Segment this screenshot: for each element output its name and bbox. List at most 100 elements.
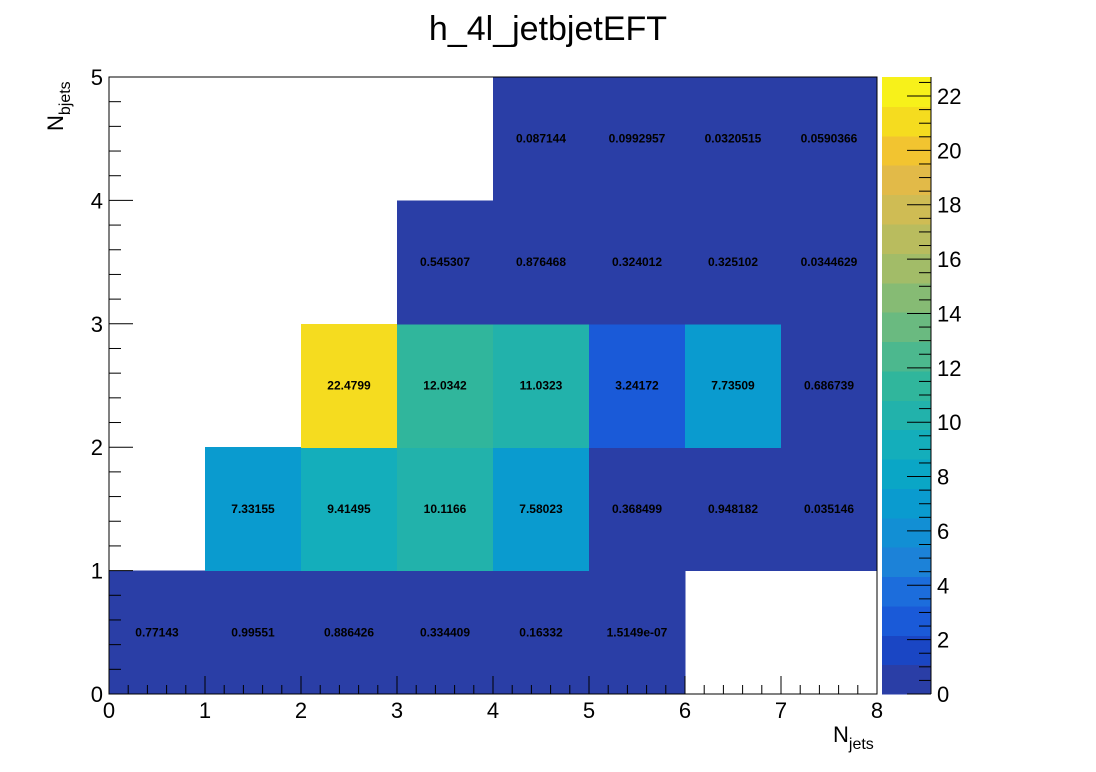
heatmap-cell	[301, 323, 398, 448]
x-tick-label: 3	[391, 698, 403, 723]
x-tick-label: 2	[295, 698, 307, 723]
heatmap-cell	[589, 447, 686, 572]
x-tick-label: 7	[775, 698, 787, 723]
color-scale-band	[882, 341, 931, 372]
color-scale-band	[882, 165, 931, 196]
color-scale-band	[882, 605, 931, 636]
heatmap-cells	[109, 77, 878, 695]
cell-value-label: 0.16332	[519, 625, 563, 639]
color-scale-band	[882, 576, 931, 607]
cell-value-label: 0.035146	[804, 502, 854, 516]
plot-axes: 0 1 2 3 4 5 6 7 8 0 1 2 3 4 5 Njets Nbjets	[43, 65, 883, 753]
colorbar-tick-label: 14	[937, 301, 961, 326]
colorbar-tick-label: 8	[937, 465, 949, 490]
heatmap-cell	[301, 447, 398, 572]
heatmap-cell	[589, 323, 686, 448]
color-scale-band	[882, 547, 931, 578]
cell-value-label: 9.41495	[327, 502, 371, 516]
heatmap-cell	[685, 77, 782, 201]
color-scale-band	[882, 106, 931, 137]
heatmap-cell	[685, 323, 782, 448]
colorbar-tick-label: 20	[937, 138, 961, 163]
color-scale-bar: 0 2 4 6 8 10 12 14 16 18 20 22	[882, 77, 961, 707]
cell-value-label: 0.99551	[231, 625, 275, 639]
cell-value-label: 0.334409	[420, 625, 470, 639]
colorbar-tick-label: 6	[937, 519, 949, 544]
heatmap-cell	[781, 447, 878, 572]
cell-value-label: 0.686739	[804, 379, 854, 393]
cell-value-label: 0.0344629	[801, 255, 858, 269]
colorbar-tick-label: 4	[937, 573, 949, 598]
heatmap-cell	[493, 570, 590, 695]
colorbar-tick-label: 10	[937, 410, 961, 435]
x-tick-label: 1	[199, 698, 211, 723]
heatmap-cell	[397, 323, 494, 448]
y-tick-label: 0	[91, 682, 103, 707]
heatmap-cell	[685, 200, 782, 325]
heatmap-cell	[205, 447, 302, 572]
colorbar-tick-label: 0	[937, 682, 949, 707]
colorbar-tick-label: 12	[937, 356, 961, 381]
cell-value-label: 3.24172	[615, 379, 659, 393]
heatmap-cell	[493, 200, 590, 325]
cell-value-label: 0.886426	[324, 625, 374, 639]
cell-value-label: 0.948182	[708, 502, 758, 516]
x-tick-label: 6	[679, 698, 691, 723]
heatmap-cell	[205, 570, 302, 695]
color-scale-band	[882, 517, 931, 548]
x-tick-label: 4	[487, 698, 499, 723]
cell-value-label: 0.324012	[612, 255, 662, 269]
x-tick-label: 8	[871, 698, 883, 723]
cell-value-label: 7.73509	[711, 379, 755, 393]
cell-value-label: 12.0342	[423, 379, 467, 393]
cell-value-label: 0.0590366	[801, 132, 858, 146]
heatmap-cell	[301, 570, 398, 695]
color-scale-band	[882, 370, 931, 401]
heatmap-cell	[589, 200, 686, 325]
heatmap-cell	[493, 77, 590, 201]
color-scale-band	[882, 664, 931, 695]
color-scale-band	[882, 223, 931, 254]
cell-value-labels: 0.77143 0.99551 0.886426 0.334409 0.16332 1.5…	[135, 132, 857, 640]
cell-value-label: 0.0992957	[609, 132, 666, 146]
y-axis-label: Nbjets	[43, 81, 74, 131]
colorbar-tick-label: 18	[937, 193, 961, 218]
heatmap-cell	[397, 447, 494, 572]
heatmap-cell	[109, 570, 206, 695]
color-scale-band	[882, 194, 931, 225]
color-scale-band	[882, 635, 931, 666]
cell-value-label: 1.5149e-07	[607, 625, 668, 639]
cell-value-label: 22.4799	[327, 379, 371, 393]
heatmap-cell	[397, 570, 494, 695]
color-scale-band	[882, 282, 931, 313]
y-tick-label: 4	[91, 188, 103, 213]
x-tick-label: 5	[583, 698, 595, 723]
cell-value-label: 0.77143	[135, 625, 179, 639]
heatmap-cell	[493, 447, 590, 572]
colorbar-tick-label: 22	[937, 84, 961, 109]
color-scale-band	[882, 429, 931, 460]
cell-value-label: 7.33155	[231, 502, 275, 516]
x-axis-label: Njets	[833, 722, 874, 753]
heatmap-cell	[589, 77, 686, 201]
y-tick-label: 5	[91, 65, 103, 90]
heatmap-cell	[493, 323, 590, 448]
colorbar-tick-label: 16	[937, 247, 961, 272]
heatmap-cell	[781, 323, 878, 448]
color-scale-band	[882, 400, 931, 431]
x-tick-label: 0	[103, 698, 115, 723]
color-scale-band	[882, 253, 931, 284]
heatmap-cell	[397, 200, 494, 325]
heatmap-cell	[685, 447, 782, 572]
y-tick-label: 1	[91, 559, 103, 584]
cell-value-label: 0.876468	[516, 255, 566, 269]
cell-value-label: 0.325102	[708, 255, 758, 269]
cell-value-label: 0.087144	[516, 132, 566, 146]
chart-title: h_4l_jetbjetEFT	[429, 10, 667, 48]
color-scale-band	[882, 458, 931, 489]
cell-value-label: 0.368499	[612, 502, 662, 516]
cell-value-label: 11.0323	[520, 379, 563, 393]
y-tick-label: 3	[91, 312, 103, 337]
